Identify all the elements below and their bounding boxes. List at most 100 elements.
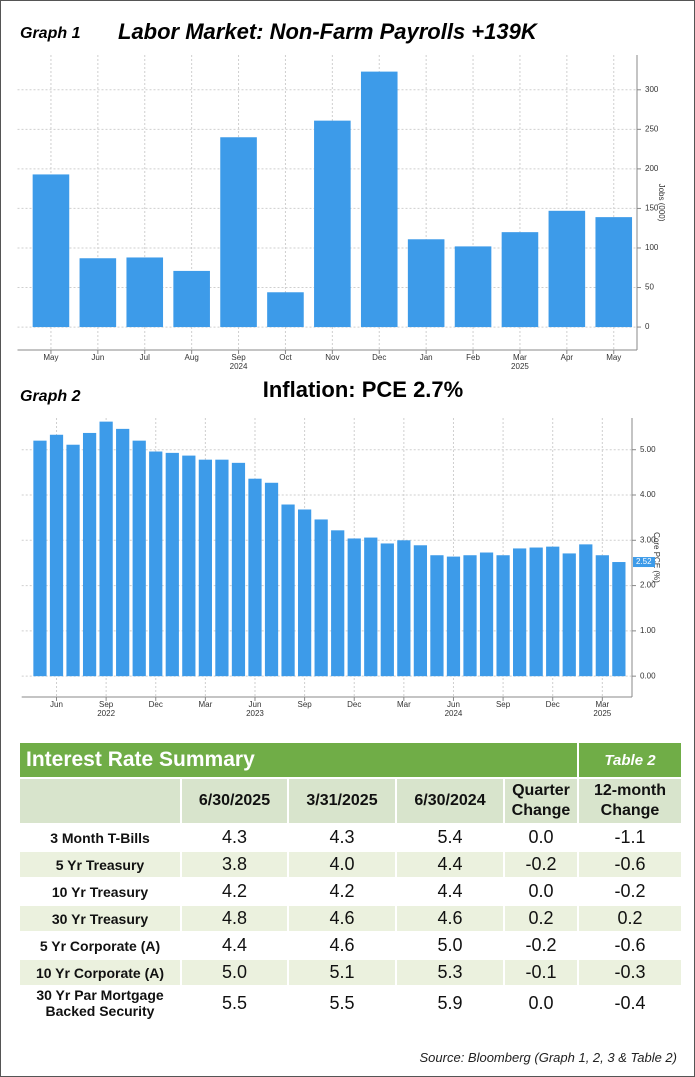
- row-label: 10 Yr Corporate (A): [18, 958, 182, 987]
- bar: [446, 556, 461, 677]
- x-tick-label: Jun: [91, 353, 104, 362]
- current-value-box: [633, 557, 655, 568]
- table-row: 10 Yr Treasury 4.2 4.2 4.4 0.0 -0.2: [18, 877, 683, 906]
- cell: 4.8: [180, 904, 289, 933]
- header-cell: 12-month Change: [577, 777, 683, 825]
- bar: [501, 232, 539, 328]
- cell: 4.4: [180, 931, 289, 960]
- header-cell: 6/30/2024: [395, 777, 505, 825]
- header-cell: [18, 777, 182, 825]
- bar: [513, 548, 527, 677]
- current-value-label: 2.52: [636, 557, 652, 566]
- bar: [562, 553, 576, 677]
- bar: [33, 440, 47, 677]
- x-tick-label: Apr: [561, 353, 574, 362]
- graph-label: Graph 2: [20, 388, 81, 405]
- bar: [454, 246, 492, 328]
- year-label: 2025: [511, 362, 529, 371]
- x-tick-label: Mar: [198, 700, 212, 709]
- x-tick-label: Dec: [347, 700, 361, 709]
- x-tick-label: May: [43, 353, 58, 362]
- y-tick-label: 0: [645, 322, 650, 331]
- x-tick-label: Oct: [279, 353, 292, 362]
- x-tick-label: Sep: [231, 353, 246, 362]
- bar: [314, 120, 351, 328]
- cell: 5.1: [287, 958, 397, 987]
- cell: 4.6: [395, 904, 505, 933]
- cell: 3.8: [180, 850, 289, 879]
- bar: [314, 519, 328, 677]
- y-tick-label: 3.00: [640, 535, 656, 544]
- x-tick-label: Jun: [447, 700, 460, 709]
- chart-title: Inflation: PCE 2.7%: [263, 377, 463, 402]
- header-row: 6/30/2025 3/31/2025 6/30/2024 Quarter Chang…: [18, 777, 683, 825]
- bar: [397, 540, 411, 677]
- bar: [82, 432, 97, 677]
- cell: 0.2: [503, 904, 579, 933]
- cell: 0.0: [503, 823, 579, 852]
- bar: [173, 270, 210, 328]
- y-axis-label: Jobs (000): [657, 184, 666, 222]
- cell: 5.3: [395, 958, 505, 987]
- rate-table: Interest Rate Summary Table 2 6/30/2025 3…: [18, 741, 683, 1021]
- bar: [546, 546, 560, 677]
- bar: [595, 217, 633, 328]
- cell: -1.1: [577, 823, 683, 852]
- cell: 5.5: [180, 985, 289, 1021]
- cell: 5.5: [287, 985, 397, 1021]
- row-label: 30 Yr Par Mortgage Backed Security: [18, 985, 182, 1021]
- x-tick-label: Nov: [325, 353, 339, 362]
- x-tick-label: Mar: [513, 353, 527, 362]
- cell: 4.6: [287, 904, 397, 933]
- bar: [612, 562, 626, 677]
- table-row: 10 Yr Corporate (A) 5.0 5.1 5.3 -0.1 -0.3: [18, 958, 683, 987]
- bar: [529, 547, 543, 677]
- row-label: 5 Yr Treasury: [18, 850, 182, 879]
- y-tick-label: 300: [645, 85, 659, 94]
- bar: [264, 482, 279, 677]
- bar: [579, 544, 593, 677]
- x-tick-label: Feb: [466, 353, 480, 362]
- bar: [548, 210, 586, 328]
- graph-label: Graph 1: [20, 25, 81, 42]
- bar: [595, 555, 609, 677]
- table-row: 5 Yr Treasury 3.8 4.0 4.4 -0.2 -0.6: [18, 850, 683, 879]
- year-label: 2022: [97, 709, 115, 718]
- x-tick-label: Jun: [50, 700, 63, 709]
- x-tick-label: Sep: [297, 700, 312, 709]
- cell: 4.6: [287, 931, 397, 960]
- cell: -0.3: [577, 958, 683, 987]
- x-tick-label: Dec: [149, 700, 163, 709]
- cell: 0.0: [503, 985, 579, 1021]
- bar: [165, 452, 179, 677]
- y-axis-label: Core PCE (%): [652, 532, 661, 583]
- cell: -0.4: [577, 985, 683, 1021]
- x-tick-label: Dec: [546, 700, 560, 709]
- row-label: 30 Yr Treasury: [18, 904, 182, 933]
- cell: -0.6: [577, 931, 683, 960]
- bar: [248, 478, 262, 677]
- year-label: 2024: [230, 362, 248, 371]
- bar: [231, 462, 246, 677]
- y-tick-label: 50: [645, 283, 654, 292]
- row-label: 5 Yr Corporate (A): [18, 931, 182, 960]
- header-cell: Quarter Change: [503, 777, 579, 825]
- y-tick-label: 4.00: [640, 490, 656, 499]
- year-label: 2025: [593, 709, 611, 718]
- bar: [32, 174, 70, 328]
- bar: [220, 137, 257, 328]
- bar: [79, 258, 117, 328]
- bar: [267, 292, 304, 328]
- cell: 5.0: [395, 931, 505, 960]
- bar: [182, 455, 196, 677]
- bar: [49, 434, 64, 677]
- cell: 4.3: [180, 823, 289, 852]
- year-label: 2024: [445, 709, 463, 718]
- bar: [215, 459, 229, 677]
- bar: [496, 555, 510, 677]
- cell: -0.1: [503, 958, 579, 987]
- cell: -0.6: [577, 850, 683, 879]
- x-tick-label: Jan: [420, 353, 433, 362]
- source-note: Source: Bloomberg (Graph 1, 2, 3 & Table…: [419, 1050, 678, 1065]
- cell: -0.2: [503, 850, 579, 879]
